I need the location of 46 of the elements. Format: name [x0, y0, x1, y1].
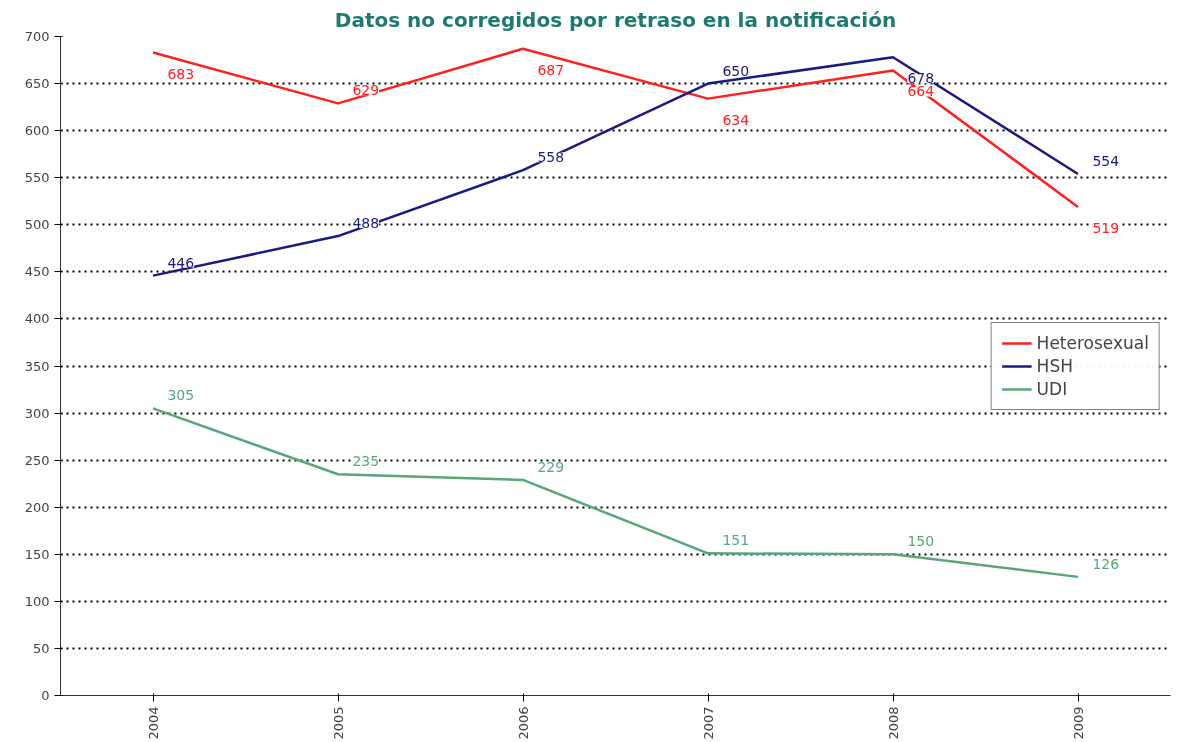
y-tick-label: 700	[24, 29, 50, 44]
y-tick-label: 50	[32, 640, 50, 656]
y-tick-label: 350	[24, 358, 50, 374]
line-series	[151, 47, 1080, 209]
legend-label: UDI	[1036, 378, 1068, 399]
data-label: 629	[352, 82, 380, 99]
y-tick-label: 0	[41, 688, 50, 703]
y-tick-label: 250	[24, 452, 50, 468]
x-tick-label: 2005	[330, 706, 346, 740]
y-tick-label: 150	[24, 546, 50, 562]
data-label: 488	[352, 215, 380, 232]
data-label: 634	[722, 111, 750, 128]
data-label: 126	[1092, 555, 1120, 572]
legend-label: HSH	[1036, 355, 1073, 376]
chart-title: Datos no corregidos por retraso en la notificación	[334, 7, 897, 32]
y-tick-label: 500	[24, 217, 50, 233]
line-series	[151, 407, 1080, 579]
x-tick-label: 2007	[700, 706, 716, 740]
data-label: 554	[1092, 152, 1120, 169]
x-tick-label: 2009	[1070, 706, 1086, 740]
x-tick-label: 2004	[145, 706, 161, 740]
y-tick-label: 400	[24, 311, 50, 327]
line-series	[151, 55, 1080, 277]
data-label: 678	[907, 70, 935, 87]
x-tick-label: 2008	[885, 706, 901, 740]
data-label: 519	[1092, 219, 1120, 236]
data-label: 446	[167, 254, 195, 271]
data-label: 235	[352, 453, 380, 470]
data-label: 151	[722, 532, 750, 549]
y-tick-label: 100	[24, 593, 50, 609]
x-tick-label: 2006	[515, 706, 531, 740]
y-tick-label: 550	[24, 170, 50, 186]
data-label: 150	[907, 533, 935, 550]
y-tick-label: 300	[24, 405, 50, 421]
data-label: 558	[537, 149, 565, 166]
data-label: 683	[167, 65, 195, 82]
data-label: 305	[167, 387, 195, 404]
data-label: 664	[907, 83, 935, 100]
y-tick-label: 600	[24, 123, 50, 139]
data-label: 229	[537, 458, 565, 475]
y-tick-label: 450	[24, 264, 50, 280]
data-label: 650	[722, 62, 750, 79]
y-tick-label: 200	[24, 499, 50, 515]
data-label: 687	[537, 61, 565, 78]
legend-label: Heterosexual	[1036, 332, 1149, 353]
y-tick-label: 650	[24, 76, 50, 92]
